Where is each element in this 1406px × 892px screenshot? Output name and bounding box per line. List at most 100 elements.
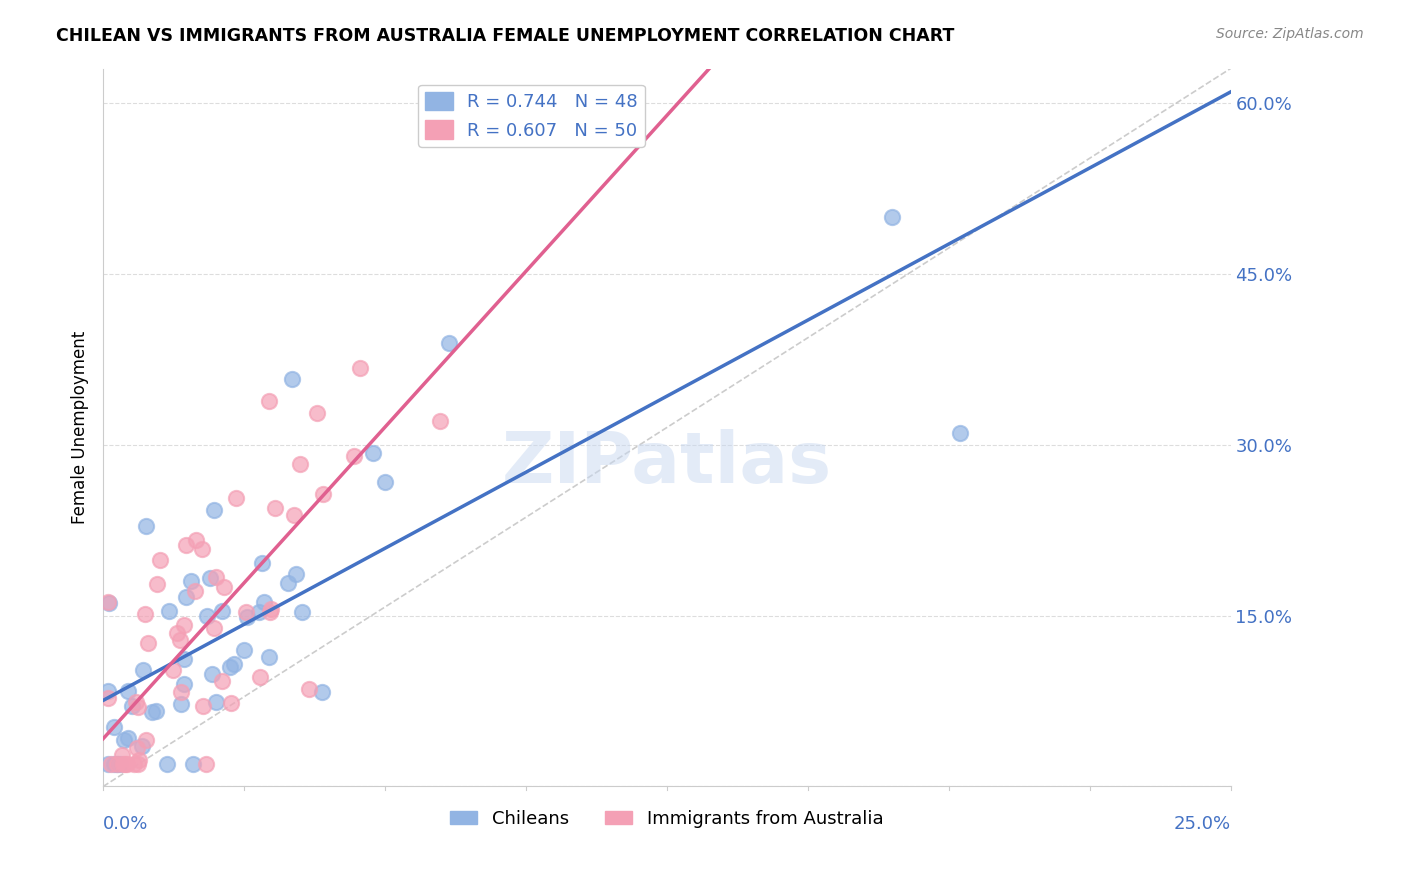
Point [283, 508, 305, 522]
Point [202, 503, 225, 517]
Point [233, 642, 256, 657]
Point [114, 756, 136, 771]
Point [285, 567, 308, 582]
Point [112, 732, 135, 747]
Point [174, 590, 197, 604]
Point [97, 756, 120, 771]
Point [204, 570, 226, 584]
Point [211, 673, 233, 688]
Point [166, 626, 188, 640]
Point [311, 685, 333, 699]
Point [291, 605, 314, 619]
Point [127, 756, 149, 771]
Point [260, 602, 283, 616]
Point [221, 696, 243, 710]
Point [97, 691, 120, 706]
Legend: Chileans, Immigrants from Australia: Chileans, Immigrants from Australia [443, 803, 890, 835]
Point [135, 732, 157, 747]
Point [205, 695, 228, 709]
Point [146, 577, 169, 591]
Point [169, 633, 191, 648]
Point [211, 604, 233, 618]
Point [202, 621, 225, 635]
Point [111, 747, 134, 762]
Point [259, 605, 281, 619]
Point [125, 695, 148, 709]
Point [429, 414, 451, 428]
Point [184, 583, 207, 598]
Point [122, 756, 145, 771]
Point [117, 756, 139, 771]
Point [173, 677, 195, 691]
Point [105, 756, 128, 771]
Point [225, 491, 247, 506]
Point [288, 457, 311, 471]
Point [156, 756, 179, 771]
Point [170, 685, 193, 699]
Point [111, 756, 134, 771]
Point [128, 753, 150, 767]
Point [97, 595, 120, 609]
Point [264, 500, 287, 515]
Point [218, 660, 240, 674]
Point [173, 617, 195, 632]
Point [200, 666, 222, 681]
Point [97, 596, 120, 610]
Point [181, 756, 204, 771]
Point [125, 741, 148, 756]
Point [307, 406, 329, 420]
Point [195, 608, 218, 623]
Point [131, 739, 153, 754]
Point [236, 610, 259, 624]
Point [949, 426, 972, 441]
Point [134, 607, 156, 622]
Point [374, 475, 396, 489]
Text: CHILEAN VS IMMIGRANTS FROM AUSTRALIA FEMALE UNEMPLOYMENT CORRELATION CHART: CHILEAN VS IMMIGRANTS FROM AUSTRALIA FEM… [56, 27, 955, 45]
Point [259, 649, 281, 664]
Point [281, 372, 304, 386]
Point [157, 604, 180, 618]
Point [180, 574, 202, 589]
Point [361, 445, 384, 459]
Point [149, 552, 172, 566]
Point [174, 538, 197, 552]
Y-axis label: Female Unemployment: Female Unemployment [72, 331, 89, 524]
Point [437, 335, 460, 350]
Point [117, 683, 139, 698]
Point [253, 595, 276, 609]
Point [170, 697, 193, 711]
Text: 25.0%: 25.0% [1174, 815, 1230, 833]
Point [277, 575, 299, 590]
Text: ZIPatlas: ZIPatlas [502, 429, 832, 498]
Point [103, 720, 125, 734]
Point [312, 487, 335, 501]
Point [141, 705, 163, 719]
Point [194, 756, 217, 771]
Point [235, 605, 257, 619]
Point [105, 756, 128, 771]
Point [249, 670, 271, 684]
Point [127, 700, 149, 714]
Point [132, 663, 155, 677]
Point [145, 704, 167, 718]
Point [100, 756, 122, 771]
Point [135, 519, 157, 533]
Point [110, 756, 132, 771]
Point [257, 394, 280, 409]
Point [190, 541, 212, 556]
Point [103, 756, 125, 771]
Text: Source: ZipAtlas.com: Source: ZipAtlas.com [1216, 27, 1364, 41]
Point [198, 571, 221, 585]
Point [184, 533, 207, 547]
Point [97, 684, 120, 698]
Point [222, 657, 245, 671]
Point [342, 449, 364, 463]
Point [882, 210, 904, 224]
Point [162, 663, 184, 677]
Point [173, 652, 195, 666]
Point [250, 557, 273, 571]
Point [212, 580, 235, 594]
Point [191, 698, 214, 713]
Point [136, 635, 159, 649]
Text: 0.0%: 0.0% [103, 815, 149, 833]
